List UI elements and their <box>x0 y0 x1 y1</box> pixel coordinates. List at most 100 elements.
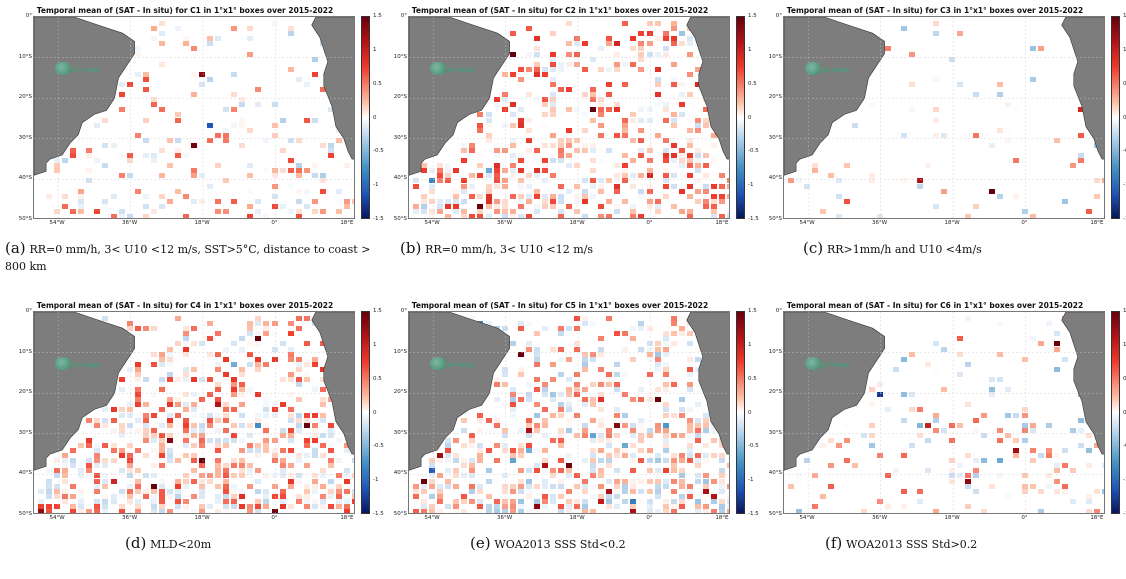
heatmap-cell <box>263 493 270 499</box>
heatmap-cell <box>271 21 278 27</box>
heatmap-cell <box>413 203 419 209</box>
heatmap-cell <box>533 61 540 67</box>
heatmap-cell <box>493 503 500 509</box>
heatmap-cell <box>614 183 621 189</box>
heatmap-cell <box>150 158 157 164</box>
heatmap-cell <box>493 102 500 108</box>
south-america-land <box>409 17 510 176</box>
heatmap-cell <box>142 117 149 123</box>
heatmap-cell <box>54 163 61 169</box>
heatmap-cell <box>279 427 286 433</box>
x-tick-label: 36°W <box>497 220 513 226</box>
heatmap-cell <box>908 51 915 57</box>
heatmap-cell <box>493 478 500 484</box>
heatmap-cell <box>239 387 246 393</box>
heatmap-cell <box>94 208 101 214</box>
heatmap-cell <box>686 387 693 393</box>
heatmap-cell <box>134 326 141 332</box>
heatmap-cell <box>134 46 141 52</box>
y-tick-label: 0° <box>400 13 407 19</box>
heatmap-cell <box>207 488 214 494</box>
heatmap-cell <box>582 498 589 504</box>
heatmap-cell <box>271 173 278 179</box>
heatmap-cell <box>1005 102 1012 108</box>
heatmap-cell <box>437 488 444 494</box>
heatmap-cell <box>118 448 125 453</box>
heatmap-cell <box>287 483 294 489</box>
heatmap-cell <box>590 107 597 113</box>
heatmap-cell <box>557 483 564 489</box>
heatmap-cell <box>606 442 613 448</box>
heatmap-cell <box>1045 448 1052 453</box>
heatmap-cell <box>574 183 580 189</box>
heatmap-cell <box>150 36 157 42</box>
heatmap-cell <box>461 183 468 189</box>
heatmap-cell <box>549 412 556 418</box>
heatmap-cell <box>501 427 508 433</box>
heatmap-cell <box>1013 448 1020 453</box>
heatmap-cell <box>646 498 653 504</box>
heatmap-cell <box>1029 336 1036 342</box>
heatmap-cell <box>445 478 452 484</box>
y-tick-label: 30°S <box>393 134 407 141</box>
heatmap-cell <box>319 387 326 393</box>
heatmap-cell <box>437 503 444 509</box>
heatmap-cell <box>662 371 669 377</box>
heatmap-cell <box>303 82 310 87</box>
heatmap-cell <box>191 412 197 418</box>
heatmap-cell <box>981 508 988 513</box>
heatmap-cell <box>924 422 931 428</box>
heatmap-cell <box>413 208 419 214</box>
heatmap-cell <box>158 508 165 513</box>
heatmap-cell <box>437 198 444 204</box>
africa-land <box>311 312 354 455</box>
heatmap-cell <box>166 361 173 367</box>
heatmap-cell <box>1085 498 1092 504</box>
heatmap-cell <box>335 137 342 143</box>
heatmap-cell <box>303 188 310 194</box>
heatmap-cell <box>557 107 564 113</box>
heatmap-cell <box>437 498 444 504</box>
heatmap-cell <box>295 198 302 204</box>
heatmap-cell <box>614 488 621 494</box>
heatmap-cell <box>1069 432 1076 438</box>
heatmap-cell <box>215 387 222 393</box>
heatmap-cell <box>247 36 254 42</box>
heatmap-cell <box>941 387 947 393</box>
heatmap-cell <box>549 76 556 82</box>
heatmap-cell <box>630 503 637 509</box>
heatmap-cell <box>533 46 540 52</box>
heatmap-cell <box>493 163 500 169</box>
heatmap-cell <box>493 377 500 382</box>
heatmap-cell <box>509 448 516 453</box>
heatmap-cell <box>174 508 181 513</box>
heatmap-cell <box>255 498 262 504</box>
heatmap-cell <box>287 427 294 433</box>
heatmap-cell <box>1037 453 1044 459</box>
heatmap-cell <box>501 366 508 372</box>
pimep-logo-icon <box>430 357 446 370</box>
heatmap-cell <box>445 458 452 464</box>
heatmap-cell <box>590 158 597 164</box>
heatmap-cell <box>916 432 923 438</box>
heatmap-cell <box>908 107 915 113</box>
heatmap-cell <box>638 213 645 218</box>
heatmap-cell <box>686 417 693 423</box>
heatmap-cell <box>549 498 556 504</box>
heatmap-cell <box>541 382 548 387</box>
heatmap-cell <box>477 112 484 118</box>
heatmap-cell <box>574 61 580 67</box>
heatmap-cell <box>70 483 77 489</box>
heatmap-cell <box>981 458 988 464</box>
heatmap-cell <box>582 66 589 72</box>
heatmap-cell <box>485 508 492 513</box>
heatmap-cell <box>646 478 653 484</box>
heatmap-cell <box>598 188 605 194</box>
heatmap-cell <box>134 71 141 77</box>
heatmap-cell <box>207 493 214 499</box>
heatmap-cell <box>174 493 181 499</box>
heatmap-cell <box>718 173 725 179</box>
heatmap-cell <box>606 316 613 322</box>
heatmap-cell <box>223 427 230 433</box>
heatmap-cell <box>694 158 701 164</box>
